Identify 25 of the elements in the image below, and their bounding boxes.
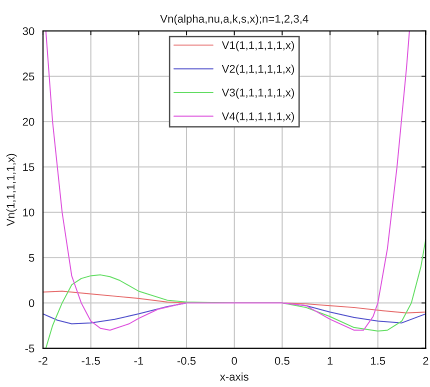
x-tick-label: -0.5 <box>177 356 196 365</box>
x-axis-title: x-axis <box>220 372 248 381</box>
y-axis-title: Vn(1,1,1,1,1,x) <box>6 154 17 226</box>
y-tick-label: 30 <box>22 27 34 36</box>
x-tick-label: -2 <box>38 356 48 365</box>
x-tick-label: 0.5 <box>274 356 290 365</box>
legend-label: V1(1,1,1,1,1,x) <box>222 40 294 52</box>
y-tick-label: 5 <box>28 254 34 262</box>
line-series <box>45 30 410 331</box>
y-tick-label: 10 <box>23 208 34 216</box>
legend-label: V2(1,1,1,1,1,x) <box>222 64 294 76</box>
legend-label: V4(1,1,1,1,1,x) <box>222 112 294 122</box>
x-tick-label: 0 <box>232 356 238 365</box>
y-tick-label: 25 <box>22 72 34 80</box>
x-tick-label: -1 <box>134 357 144 365</box>
chart-title: Vn(alpha,nu,a,k,s,x);n=1,2,3,4 <box>160 14 308 25</box>
x-tick-label: -1.5 <box>82 357 100 365</box>
x-tick-label: 2 <box>423 356 428 365</box>
y-tick-label: 15 <box>23 163 34 172</box>
x-tick-label: 1.5 <box>370 357 386 365</box>
y-tick-label: -5 <box>25 344 34 352</box>
x-tick-label: 1 <box>328 357 333 365</box>
y-tick-label: 0 <box>28 299 34 308</box>
legend-label: V3(1,1,1,1,1,x) <box>222 88 294 99</box>
y-tick-label: 20 <box>22 118 34 126</box>
